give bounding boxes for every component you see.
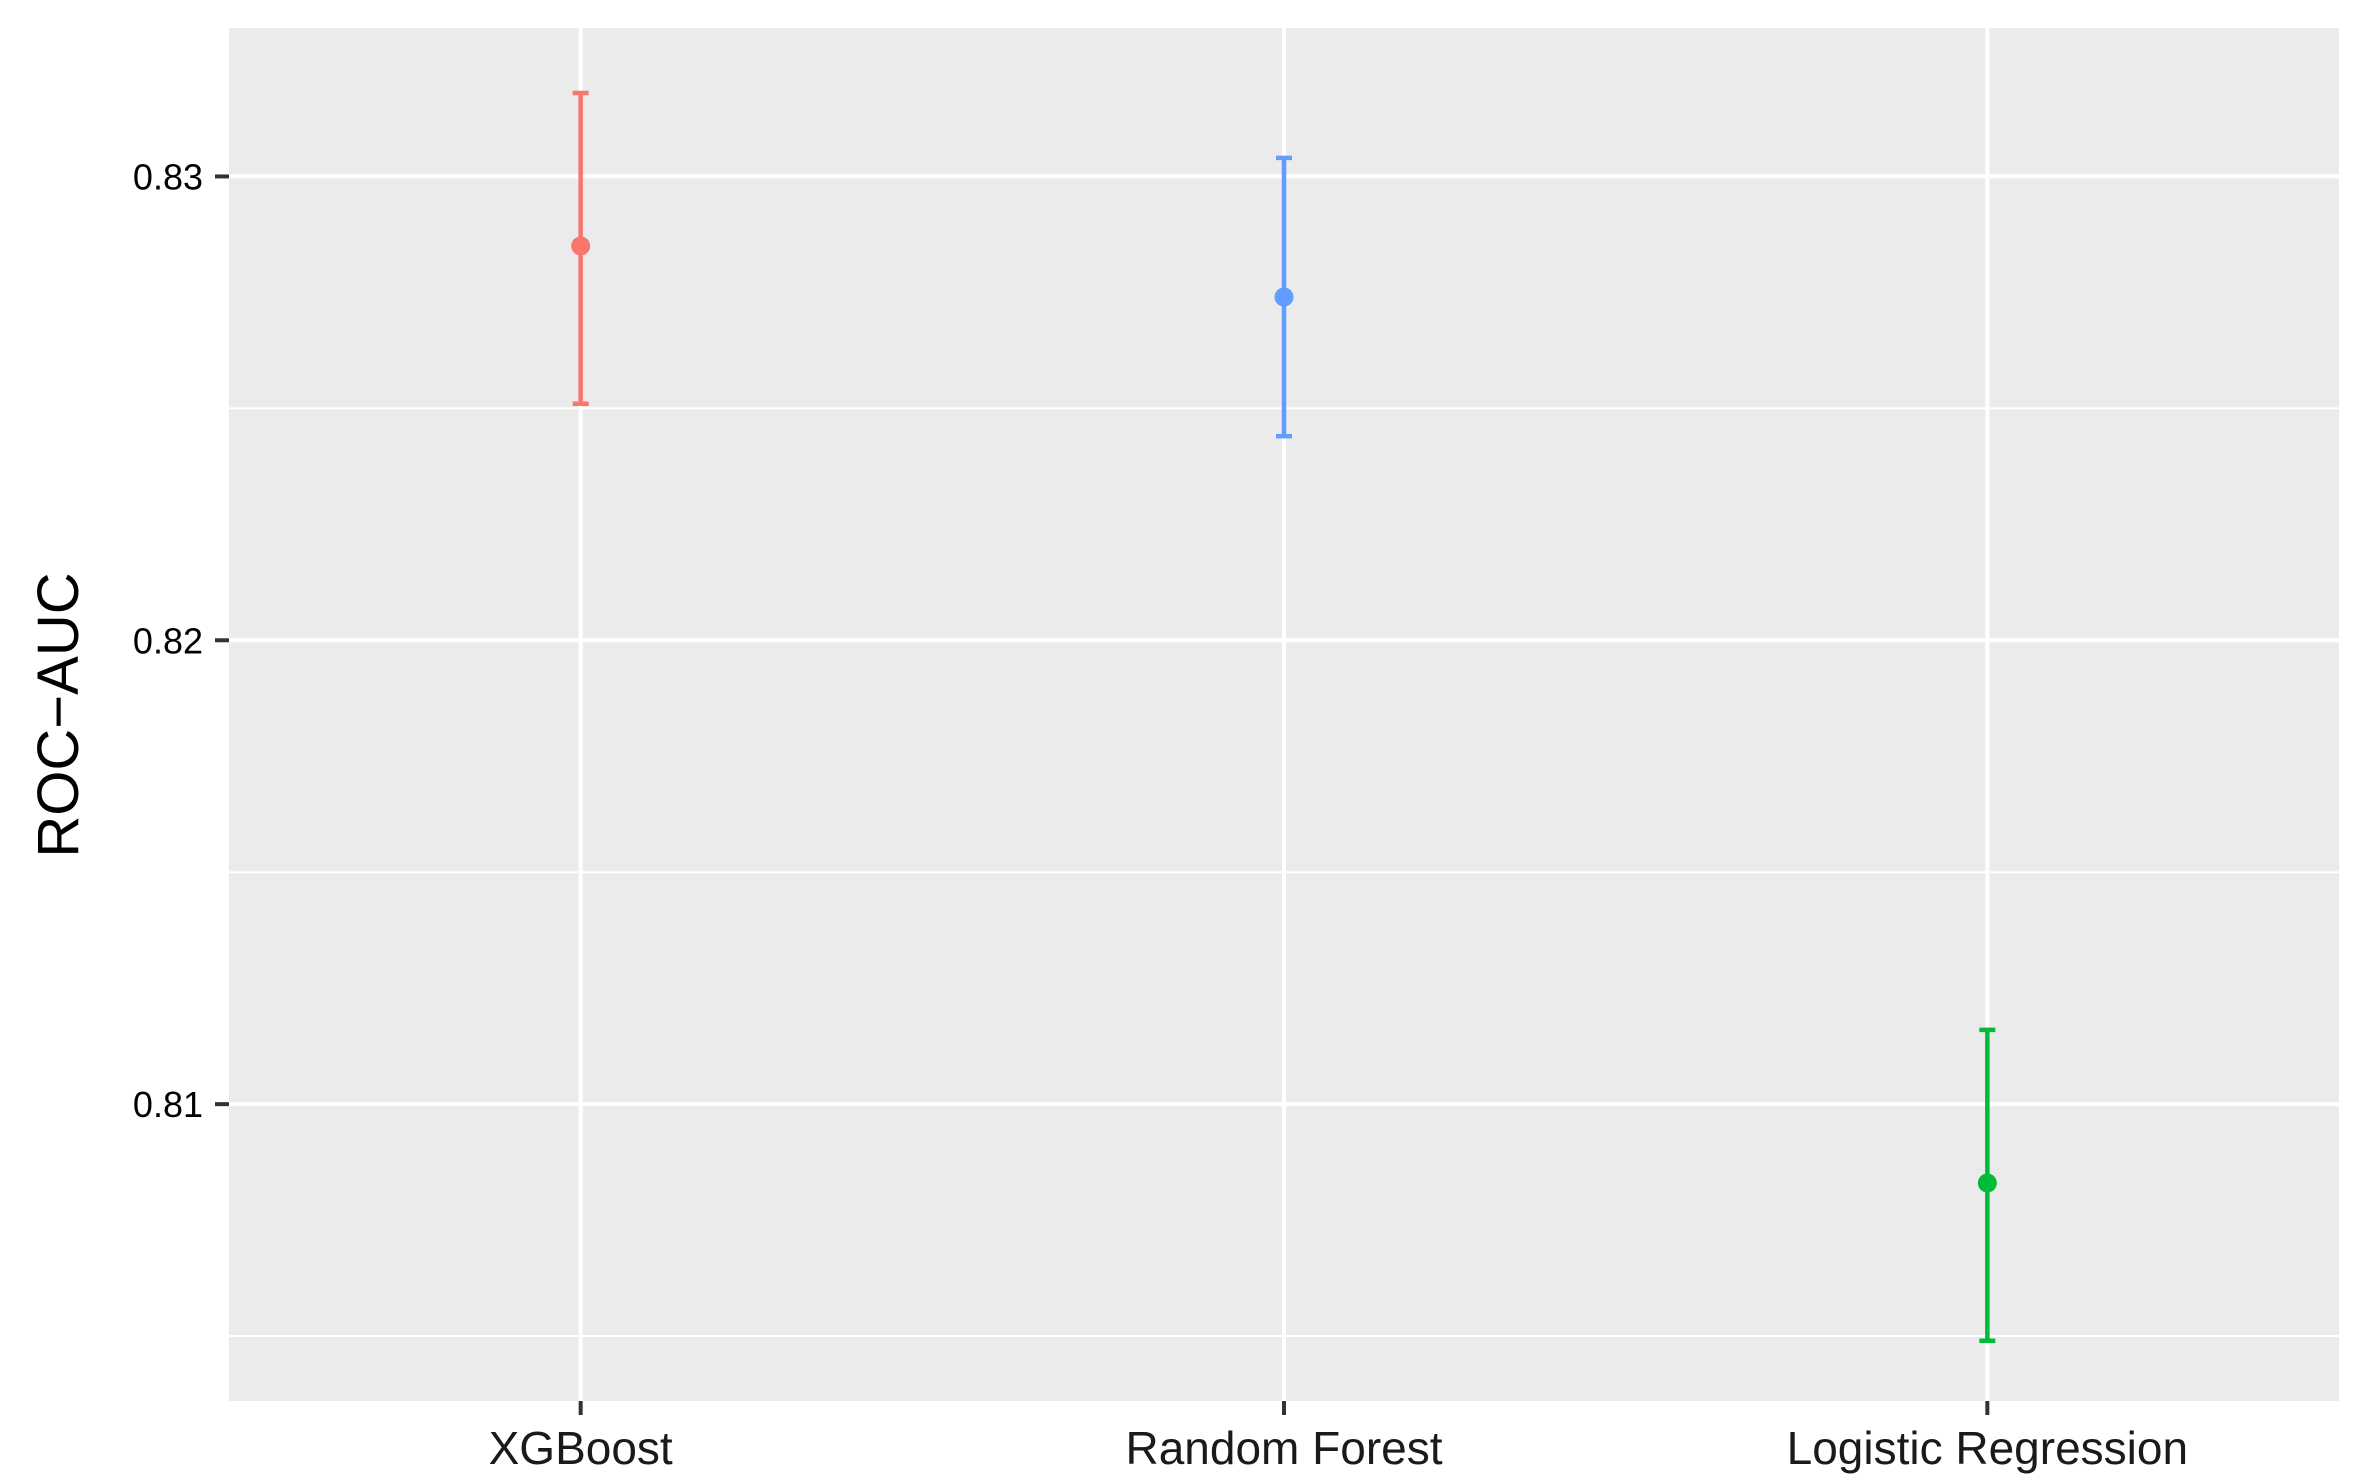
error-point-2 [1977,1027,1997,1343]
y-tick-label-1: 0.82 [133,620,203,661]
error-point-0 [571,90,591,406]
point-0 [571,236,591,256]
y-axis: 0.81 0.82 0.83 [133,156,229,1125]
point-2 [1977,1173,1997,1193]
y-axis-title: ROC−AUC [26,572,91,857]
y-tick-label-2: 0.83 [133,156,203,197]
y-tick-label-0: 0.81 [133,1084,203,1125]
data-marks [571,90,1997,1343]
x-tick-label-0: XGBoost [489,1422,673,1474]
x-tick-label-1: Random Forest [1125,1422,1442,1474]
x-axis: XGBoost Random Forest Logistic Regression [489,1401,2188,1474]
point-1 [1274,287,1294,307]
x-tick-label-2: Logistic Regression [1787,1422,2188,1474]
error-point-1 [1274,155,1294,439]
